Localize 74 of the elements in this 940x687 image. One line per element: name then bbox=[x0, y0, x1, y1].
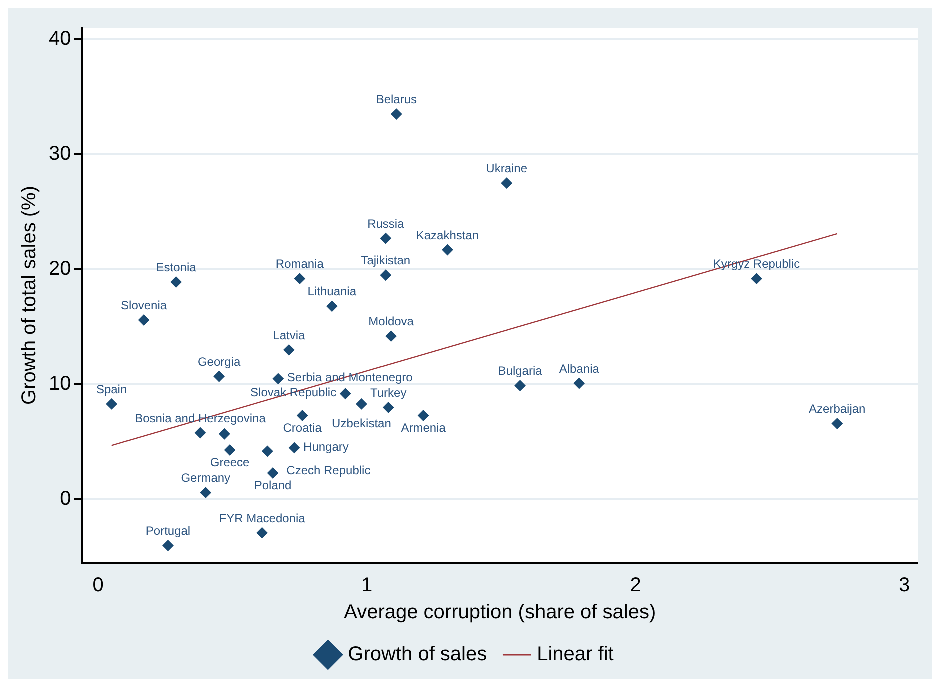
y-tick-label: 30 bbox=[48, 143, 72, 166]
annotation: Bosnia and Herzegovina bbox=[135, 411, 266, 426]
point bbox=[751, 273, 762, 284]
annotation: Tajikistan bbox=[361, 254, 411, 268]
y-tick-label: 40 bbox=[48, 28, 72, 50]
point bbox=[219, 428, 230, 440]
annotation: Belarus bbox=[376, 92, 418, 107]
x-tick-label: 3 bbox=[899, 574, 910, 597]
point bbox=[326, 300, 338, 312]
annotation: Lithuania bbox=[308, 284, 357, 299]
point bbox=[514, 380, 526, 392]
point bbox=[297, 410, 308, 422]
point bbox=[289, 442, 300, 454]
x-tick-label: 0 bbox=[92, 574, 104, 597]
point bbox=[200, 487, 212, 498]
annotation: Russia bbox=[368, 216, 405, 231]
annotation: Hungary bbox=[304, 440, 349, 454]
y-tick-label: 10 bbox=[48, 373, 72, 396]
point bbox=[194, 427, 206, 438]
y-tick-label: 20 bbox=[48, 258, 72, 280]
point bbox=[501, 178, 512, 189]
legend-label: Growth of sales bbox=[348, 644, 488, 666]
point bbox=[256, 528, 268, 539]
annotation: Slovenia bbox=[121, 298, 168, 313]
annotation: Uzbekistan bbox=[332, 416, 392, 431]
point bbox=[356, 398, 368, 410]
point bbox=[268, 468, 279, 479]
annotation: FYR Macedonia bbox=[219, 511, 306, 526]
point bbox=[418, 410, 430, 422]
annotation: Georgia bbox=[198, 354, 241, 369]
annotation: Croatia bbox=[283, 421, 322, 436]
annotation: Armenia bbox=[401, 421, 446, 436]
x-tick-label: 2 bbox=[630, 574, 642, 597]
annotation: Bulgaria bbox=[498, 364, 543, 378]
x-axis-title: Average corruption (share of sales) bbox=[344, 602, 656, 624]
annotation: Kazakhstan bbox=[416, 228, 480, 242]
point bbox=[272, 373, 284, 384]
annotation: Portugal bbox=[146, 524, 191, 538]
y-tick-label: 0 bbox=[60, 488, 72, 510]
point bbox=[383, 402, 394, 414]
annotation: Estonia bbox=[156, 260, 197, 275]
point bbox=[214, 371, 225, 382]
point bbox=[162, 540, 174, 552]
point bbox=[138, 314, 150, 326]
point bbox=[224, 444, 236, 456]
annotation: Ukraine bbox=[486, 162, 528, 176]
point bbox=[442, 244, 454, 256]
point bbox=[106, 398, 118, 410]
annotation: Spain bbox=[96, 382, 128, 397]
point bbox=[284, 344, 295, 356]
point bbox=[380, 233, 392, 244]
annotation: Azerbaijan bbox=[809, 402, 866, 416]
point bbox=[386, 330, 397, 342]
annotation: Moldova bbox=[368, 314, 414, 329]
point bbox=[574, 378, 585, 390]
annotation: Greece bbox=[210, 456, 250, 470]
point bbox=[294, 273, 306, 284]
annotation: Albania bbox=[559, 362, 600, 376]
annotation: Latvia bbox=[273, 328, 306, 342]
legend-label: Linear fit bbox=[537, 644, 614, 666]
point bbox=[391, 108, 402, 120]
point bbox=[832, 418, 843, 430]
annotation: Slovak Republic bbox=[250, 386, 337, 400]
y-axis-title: Growth of total sales (%) bbox=[18, 186, 41, 405]
annotation: Czech Republic bbox=[286, 464, 371, 478]
point bbox=[340, 388, 352, 400]
point bbox=[170, 276, 182, 288]
x-tick-label: 1 bbox=[362, 574, 373, 597]
point bbox=[262, 446, 274, 457]
annotation: Turkey bbox=[370, 386, 407, 400]
point bbox=[380, 270, 392, 281]
annotation: Romania bbox=[276, 257, 324, 272]
annotation: Germany bbox=[181, 471, 231, 486]
annotation: Poland bbox=[254, 478, 292, 493]
